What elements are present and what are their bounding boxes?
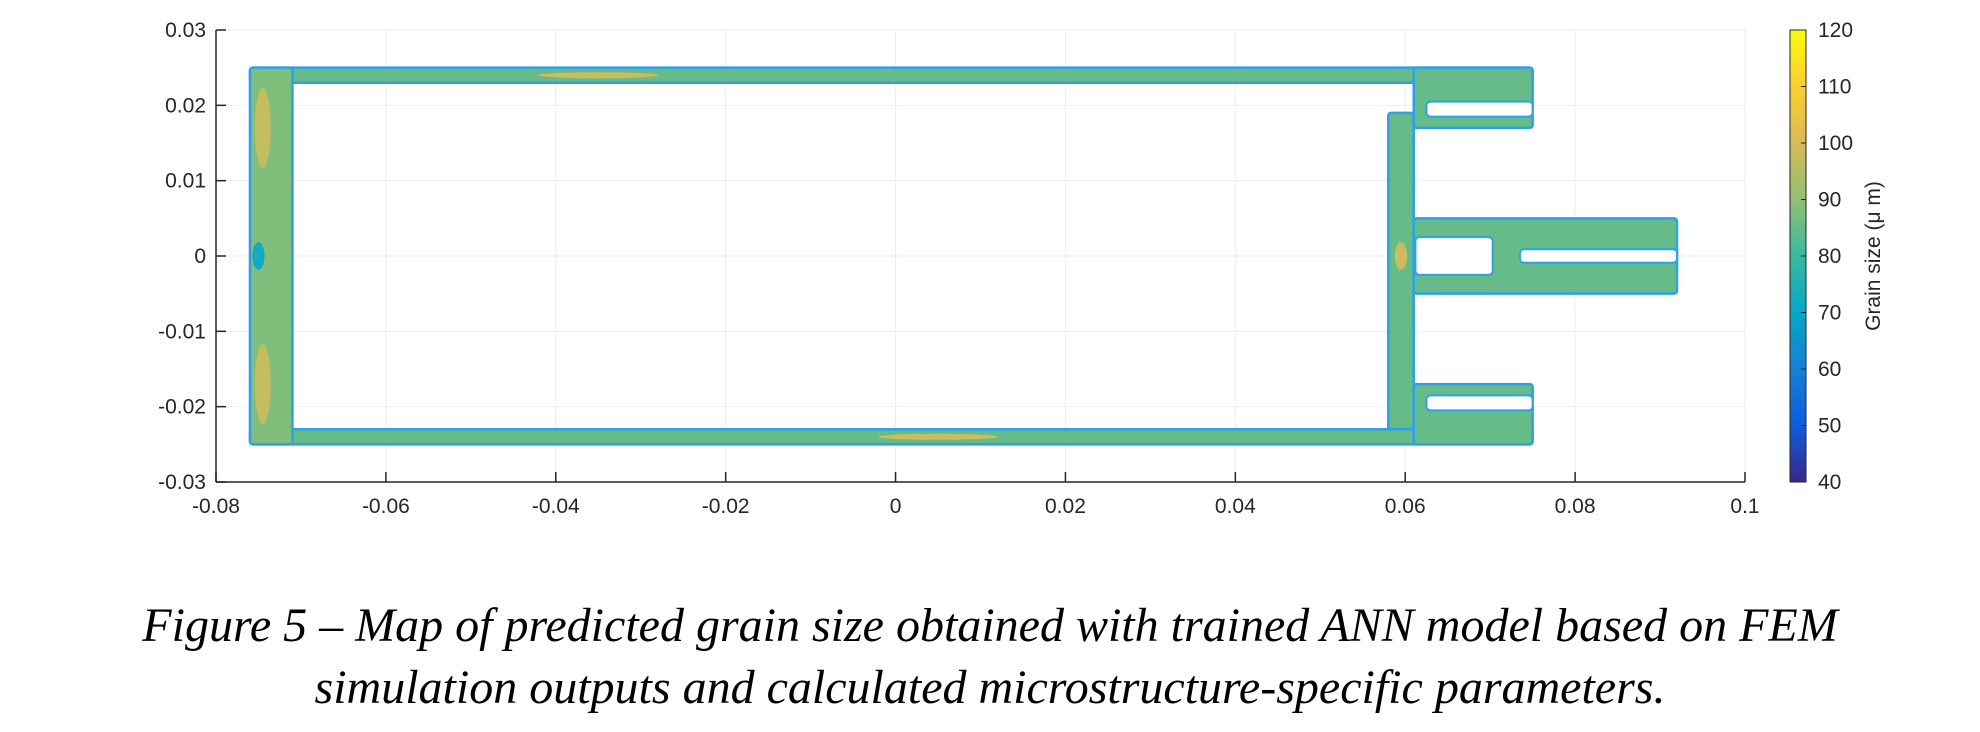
- x-tick-label-6: 0.04: [1215, 495, 1256, 518]
- caption-line-1: Figure 5 – Map of predicted grain size o…: [142, 599, 1838, 652]
- y-tick-label-0: 0.03: [165, 19, 206, 42]
- y-tick-label-6: -0.03: [158, 471, 206, 494]
- region-upper-clamp: [1412, 66, 1534, 130]
- region-top-frame-rail: [248, 66, 1534, 84]
- hotspot-post-near-center: [1394, 242, 1407, 270]
- hotspot-left-wall-lower: [254, 344, 271, 425]
- colorbar-tick-label-3: 90: [1818, 189, 1841, 212]
- y-tick-label-4: -0.01: [158, 320, 206, 343]
- region-lower-clamp: [1412, 382, 1534, 446]
- center-tab-slot: [1518, 248, 1679, 264]
- colorbar-tick-label-0: 120: [1818, 19, 1853, 42]
- x-tick-label-9: 0.1: [1730, 495, 1759, 518]
- colorbar-tick-label-1: 110: [1818, 76, 1851, 99]
- colorbar-label: Grain size (μ m): [1862, 181, 1885, 331]
- colorbar-ticks: 120 110 100 90 80 70 60 50 40: [1801, 19, 1853, 494]
- upper-clamp-slot: [1425, 100, 1534, 118]
- grain-size-hotspots: [252, 72, 1407, 440]
- region-right-vertical-post: [1386, 111, 1415, 431]
- x-tick-label-1: -0.06: [362, 495, 410, 518]
- hotspot-bottom-rail: [878, 433, 999, 440]
- hotspot-left-wall-upper: [254, 87, 271, 168]
- y-tick-label-3: 0: [194, 245, 206, 268]
- colorbar-tick-label-7: 50: [1818, 415, 1841, 438]
- colorbar-tick-label-8: 40: [1818, 471, 1841, 494]
- caption-line-2: simulation outputs and calculated micros…: [314, 661, 1666, 714]
- figure-caption: Figure 5 – Map of predicted grain size o…: [0, 595, 1980, 719]
- colorbar-tick-label-2: 100: [1818, 132, 1853, 155]
- y-axis-ticks: 0.03 0.02 0.01 0 -0.01 -0.02 -0.03: [158, 19, 226, 494]
- x-tick-label-0: -0.08: [192, 495, 240, 518]
- hotspot-top-rail: [538, 72, 659, 79]
- colorbar-tick-label-6: 60: [1818, 358, 1841, 381]
- lower-clamp-slot: [1425, 394, 1534, 412]
- y-tick-label-2: 0.01: [165, 170, 206, 193]
- colorbar-tick-label-4: 80: [1818, 245, 1841, 268]
- grain-size-figure: -0.08 -0.06 -0.04 -0.02 0 0.02 0.04 0.06 0.08 0.1…: [158, 19, 1885, 518]
- colorbar-tick-label-5: 70: [1818, 302, 1841, 325]
- hotspot-left-wall-center: [252, 242, 265, 270]
- x-tick-label-3: -0.02: [702, 495, 750, 518]
- y-tick-label-1: 0.02: [165, 94, 206, 117]
- x-tick-label-2: -0.04: [532, 495, 580, 518]
- x-axis-ticks: -0.08 -0.06 -0.04 -0.02 0 0.02 0.04 0.06 0.08 0.1: [192, 472, 1760, 518]
- y-tick-label-5: -0.02: [158, 396, 206, 419]
- center-tab-window: [1414, 236, 1494, 276]
- x-tick-label-4: 0: [890, 495, 902, 518]
- x-tick-label-7: 0.06: [1385, 495, 1426, 518]
- x-tick-label-8: 0.08: [1555, 495, 1596, 518]
- x-tick-label-5: 0.02: [1045, 495, 1086, 518]
